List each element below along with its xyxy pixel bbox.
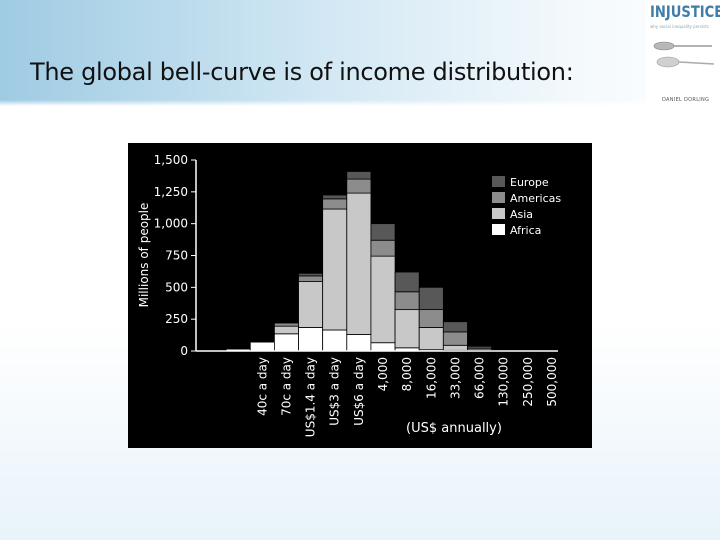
- bar-segment-africa-b3: [249, 341, 275, 352]
- bar-segment-asia-b4: [273, 325, 299, 335]
- bar-segment-americas-b10: [418, 309, 444, 328]
- bar-segment-europe-b11: [442, 321, 468, 333]
- income-distribution-chart: 0 250 500 750 1,000 1,250 1,500 40c a day 70c a…: [128, 143, 592, 448]
- bar-segment-americas-b6: [322, 198, 348, 210]
- y-tick-label: 250: [165, 312, 188, 326]
- y-tick-label: 500: [165, 280, 188, 294]
- title-band: [0, 0, 720, 106]
- legend-swatch-africa: [492, 224, 505, 235]
- bar-segment-asia-b3: [249, 341, 275, 343]
- x-tick-label: 250,000: [521, 357, 535, 407]
- logo-wordmark: INJUSTICE: [650, 2, 720, 21]
- chart-canvas: 0 250 500 750 1,000 1,250 1,500 40c a day 70c a…: [137, 153, 561, 437]
- x-tick-label: 40c a day: [255, 357, 269, 416]
- bar-segment-asia-b7: [346, 192, 372, 335]
- bar-segment-americas-b9: [394, 291, 420, 311]
- y-tick-label: 1,500: [154, 153, 188, 167]
- y-tick-label: 1,000: [154, 217, 188, 231]
- bar-segment-africa-b4: [273, 333, 299, 352]
- slide-title: The global bell-curve is of income distr…: [30, 58, 574, 86]
- bar-segment-europe-b6: [322, 194, 348, 200]
- y-axis-label: Millions of people: [137, 203, 151, 308]
- legend-label-europe: Europe: [510, 176, 549, 189]
- injustice-logo: INJUSTICE why social inequality persists…: [646, 0, 720, 106]
- bar-segment-americas-b5: [298, 275, 324, 283]
- legend-label-africa: Africa: [510, 224, 541, 237]
- bar-segment-americas-b7: [346, 178, 372, 194]
- bar-segment-europe-b7: [346, 171, 372, 180]
- x-tick-label: US$3 a day: [328, 357, 342, 426]
- x-ticks: 40c a day 70c a day US$1.4 a day US$3 a day…: [255, 357, 559, 437]
- bar-segment-africa-b6: [322, 329, 348, 352]
- bar-segment-americas-b8: [370, 239, 396, 257]
- bar-segment-americas-b11: [442, 331, 468, 346]
- bar-segment-americas-b4: [273, 322, 299, 327]
- bar-segment-asia-b8: [370, 255, 396, 344]
- bar-segment-europe-b10: [418, 286, 444, 311]
- legend-label-asia: Asia: [510, 208, 533, 221]
- bar-segment-asia-b5: [298, 281, 324, 328]
- bar-segment-europe-b8: [370, 223, 396, 241]
- spoons-icon: [653, 41, 715, 68]
- x-tick-label: 8,000: [400, 357, 414, 391]
- x-tick-label: 4,000: [376, 357, 390, 391]
- bar-segment-asia-b6: [322, 208, 348, 331]
- y-tick-label: 1,250: [154, 185, 188, 199]
- bar-segment-africa-b5: [298, 327, 324, 352]
- bar-segment-europe-b4: [273, 321, 299, 324]
- x-tick-label: US$6 a day: [352, 357, 366, 426]
- legend-swatch-asia: [492, 208, 505, 219]
- logo-tagline: why social inequality persists: [650, 24, 709, 29]
- y-tick-label: 750: [165, 249, 188, 263]
- legend-swatch-americas: [492, 192, 505, 203]
- y-ticks: 0 250 500 750 1,000 1,250 1,500: [154, 153, 196, 358]
- bars-layer: [225, 171, 517, 352]
- bar-segment-africa-b7: [346, 334, 372, 352]
- legend: Europe Americas Asia Africa: [492, 176, 561, 237]
- bar-segment-europe-b5: [298, 272, 324, 277]
- x-tick-label: 500,000: [545, 357, 559, 407]
- bar-segment-asia-b11: [442, 344, 468, 351]
- bar-segment-europe-b9: [394, 271, 420, 293]
- x-tick-label: 130,000: [497, 357, 511, 407]
- bar-segment-africa-b8: [370, 342, 396, 352]
- x-tick-label: 66,000: [473, 357, 487, 399]
- x-tick-label: 33,000: [448, 357, 462, 399]
- legend-label-americas: Americas: [510, 192, 561, 205]
- x-tick-label: US$1.4 a day: [304, 357, 318, 437]
- x-tick-label: 70c a day: [279, 357, 293, 416]
- bar-segment-asia-b9: [394, 309, 420, 349]
- x-axis-label: (US$ annually): [406, 421, 502, 436]
- bar-segment-asia-b10: [418, 327, 444, 351]
- y-tick-label: 0: [180, 344, 188, 358]
- legend-swatch-europe: [492, 176, 505, 187]
- logo-author: DANIEL DORLING: [662, 97, 710, 103]
- bar-segment-europe-b12: [467, 345, 493, 349]
- x-tick-label: 16,000: [424, 357, 438, 399]
